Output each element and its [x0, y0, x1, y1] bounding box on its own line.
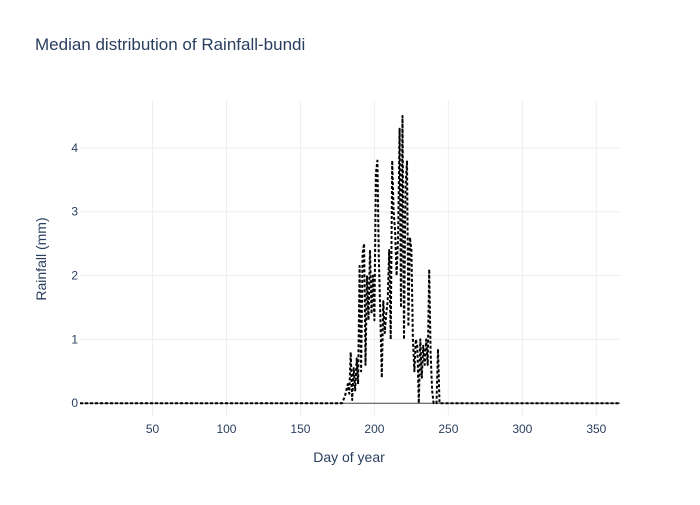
x-tick-label: 150 [290, 422, 310, 436]
series-lines [80, 115, 620, 405]
y-tick-label: 0 [71, 396, 78, 410]
tick-labels: 50 100 150 200 250 300 350 0 1 2 3 4 [71, 141, 606, 436]
x-tick-label: 50 [146, 422, 160, 436]
chart-title: Median distribution of Rainfall-bundi [35, 35, 305, 54]
x-tick-label: 200 [364, 422, 384, 436]
y-tick-label: 2 [71, 269, 78, 283]
x-tick-label: 100 [216, 422, 236, 436]
y-tick-label: 3 [71, 205, 78, 219]
x-axis-label: Day of year [313, 449, 385, 465]
x-tick-label: 300 [512, 422, 532, 436]
y-tick-label: 1 [71, 332, 78, 346]
x-tick-label: 350 [586, 422, 606, 436]
series-line-0 [80, 115, 620, 405]
grid-lines [80, 100, 620, 416]
y-axis-label: Rainfall (mm) [33, 217, 49, 300]
x-tick-label: 250 [438, 422, 458, 436]
y-tick-label: 4 [71, 141, 78, 155]
